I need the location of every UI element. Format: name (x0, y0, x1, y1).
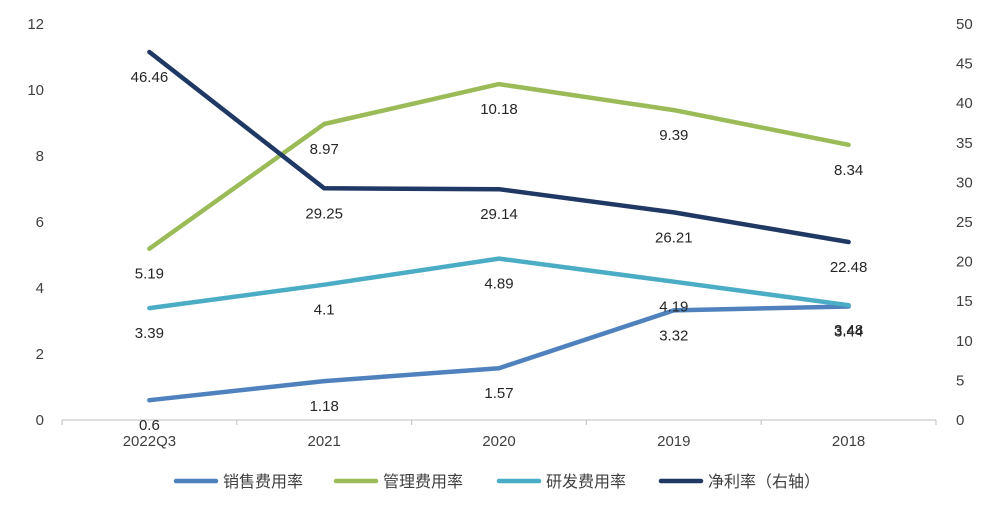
data-label-series-1: 3.44 (834, 323, 863, 340)
data-label-series-2: 9.39 (659, 127, 688, 144)
legend-label-4: 净利率（右轴） (708, 473, 820, 491)
data-label-series-1: 1.18 (310, 398, 339, 415)
y-left-tick-label: 8 (36, 148, 44, 165)
x-tick-label: 2020 (482, 433, 515, 450)
data-label-series-3: 4.89 (484, 276, 513, 293)
data-label-series-4: 22.48 (830, 259, 868, 276)
y-right-tick-label: 25 (956, 214, 973, 231)
y-right-tick-label: 50 (956, 16, 973, 33)
legend: 销售费用率 管理费用率 研发费用率 净利率（右轴） (173, 473, 820, 491)
data-label-series-3: 4.1 (314, 302, 335, 319)
data-label-series-1: 1.57 (484, 385, 513, 402)
y-left-tick-label: 2 (36, 346, 44, 363)
y-right-tick-label: 5 (956, 372, 964, 389)
y-right-tick-label: 20 (956, 254, 973, 271)
data-label-series-3: 4.19 (659, 299, 688, 316)
x-tick-label: 2018 (832, 433, 865, 450)
y-right-tick-label: 35 (956, 135, 973, 152)
series-line-3 (147, 256, 851, 311)
y-left-tick-label: 4 (36, 280, 44, 297)
data-label-series-1: 0.6 (139, 417, 160, 434)
y-right-tick-label: 10 (956, 333, 973, 350)
data-label-series-4: 46.46 (131, 69, 169, 86)
x-tick-label: 2022Q3 (123, 433, 176, 450)
y-left-tick-label: 6 (36, 214, 44, 231)
y-left-tick-label: 12 (27, 16, 44, 33)
y-right-tick-label: 15 (956, 293, 973, 310)
data-labels: 0.6 1.18 1.57 3.32 3.44 5.19 8.97 10.18 9.39 8.34… (131, 69, 868, 434)
data-label-series-1: 3.32 (659, 327, 688, 344)
data-label-series-3: 3.39 (135, 325, 164, 342)
data-label-series-4: 29.14 (480, 206, 518, 223)
y-left-tick-label: 0 (36, 412, 44, 429)
series-line-1 (147, 304, 851, 403)
x-tick-label: 2019 (657, 433, 690, 450)
data-label-series-2: 8.97 (310, 141, 339, 158)
series-line-4 (147, 49, 851, 245)
legend-label-1: 销售费用率 (223, 473, 303, 491)
series-lines (147, 49, 851, 403)
data-label-series-2: 8.34 (834, 162, 863, 179)
y-right-tick-label: 0 (956, 412, 964, 429)
data-label-series-3: 3.48 (834, 322, 863, 339)
legend-label-3: 研发费用率 (546, 473, 626, 491)
y-left-tick-label: 10 (27, 82, 44, 99)
y-right-tick-label: 30 (956, 174, 973, 191)
x-tick-label: 2021 (308, 433, 341, 450)
data-label-series-4: 29.25 (305, 205, 343, 222)
data-label-series-2: 10.18 (480, 101, 518, 118)
legend-label-2: 管理费用率 (383, 473, 463, 491)
data-label-series-4: 26.21 (655, 229, 693, 246)
y-right-tick-label: 45 (956, 56, 973, 73)
data-label-series-2: 5.19 (135, 266, 164, 283)
series-line-2 (147, 81, 851, 251)
y-right-tick-label: 40 (956, 95, 973, 112)
axes: 2022Q3 2021 2020 2019 2018 0 2 4 6 8 10 12 0 5 10 15 20 2… (27, 16, 972, 450)
